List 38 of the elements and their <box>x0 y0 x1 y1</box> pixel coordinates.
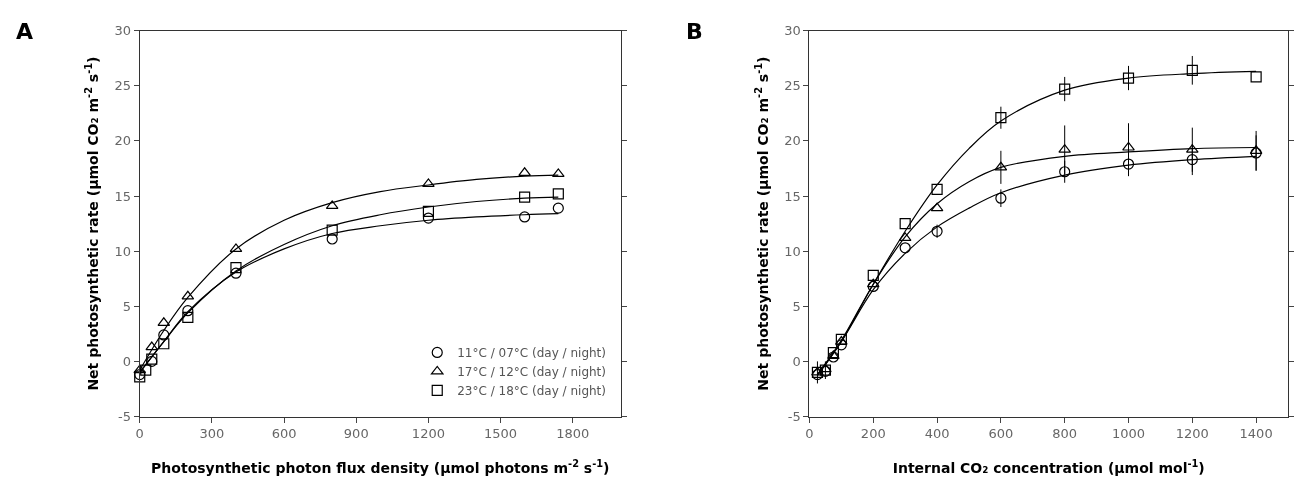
x-tick-label: 1000 <box>1111 426 1146 442</box>
x-tick-label: 600 <box>271 426 297 442</box>
y-tick-label: 0 <box>792 353 801 369</box>
x-tick-label: 400 <box>924 426 950 442</box>
y-tick-label: 20 <box>784 133 801 149</box>
x-axis-title: Photosynthetic photon flux density (µmol photons m$^{-2}$ s$^{-1}$) <box>151 457 610 476</box>
y-tick-label: 5 <box>122 298 132 314</box>
chart-title: B <box>686 19 703 44</box>
legend-label: 11°C / 07°C (day / night) <box>457 346 606 361</box>
y-tick-label: 10 <box>114 243 132 259</box>
y-tick-label: 20 <box>114 133 132 149</box>
x-axis-title: Internal CO₂ concentration (µmol mol$^{-1}$) <box>892 457 1205 476</box>
x-tick-label: 0 <box>805 426 814 442</box>
x-tick-label: 1500 <box>484 426 518 442</box>
y-tick-label: 15 <box>784 188 801 204</box>
x-tick-label: 300 <box>199 426 225 442</box>
x-tick-label: 200 <box>860 426 886 442</box>
y-tick-label: 30 <box>784 23 801 39</box>
y-tick-label: -5 <box>787 409 801 425</box>
y-tick-label: 15 <box>114 188 132 204</box>
y-tick-label: 10 <box>784 243 801 259</box>
y-tick-label: -5 <box>118 409 132 425</box>
legend-label: 17°C / 12°C (day / night) <box>457 365 606 380</box>
x-tick-label: 900 <box>343 426 369 442</box>
x-tick-label: 1800 <box>556 426 590 442</box>
x-tick-label: 1400 <box>1239 426 1273 442</box>
x-tick-label: 800 <box>1052 426 1078 442</box>
y-tick-label: 5 <box>792 298 801 314</box>
y-tick-label: 30 <box>114 23 132 39</box>
x-tick-label: 1200 <box>411 426 445 442</box>
x-tick-label: 600 <box>988 426 1014 442</box>
y-tick-label: 25 <box>114 78 132 94</box>
chart-title: A <box>16 19 34 44</box>
x-tick-label: 0 <box>135 426 144 442</box>
y-tick-label: 0 <box>122 353 132 369</box>
x-tick-label: 1200 <box>1175 426 1209 442</box>
y-tick-label: 25 <box>784 78 801 94</box>
legend-label: 23°C / 18°C (day / night) <box>457 384 606 399</box>
